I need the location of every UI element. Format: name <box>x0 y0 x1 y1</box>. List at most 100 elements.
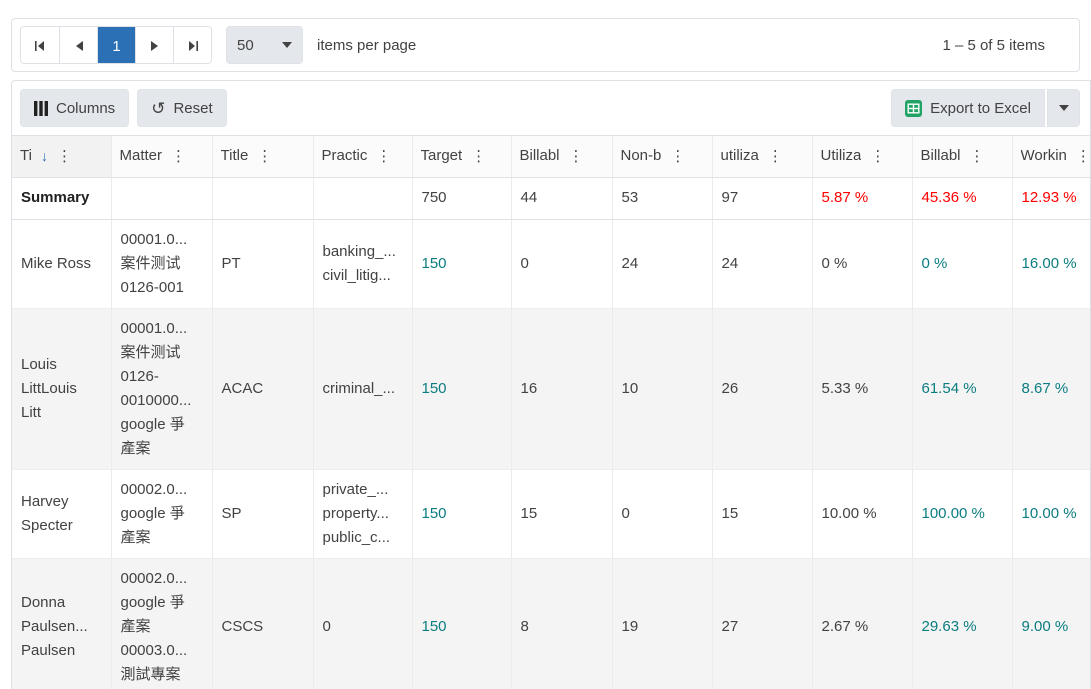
cell-billable: 15 <box>510 469 612 559</box>
cell-utilized: 24 <box>711 219 812 309</box>
cell-billable-pct-link[interactable]: 0 % <box>911 219 1012 309</box>
table-row: Mike Ross 00001.0... 案件测试 0126-001 PT ba… <box>12 219 1090 309</box>
cell-target-link[interactable]: 150 <box>411 219 511 309</box>
page-size-select[interactable]: 50 <box>226 26 303 64</box>
cell-matter: 00002.0... google 爭 產案 00003.0... 測試專案 <box>110 558 212 689</box>
column-label: Workin <box>1020 147 1067 165</box>
column-menu-icon[interactable]: ⋮ <box>376 147 392 165</box>
column-header-matter[interactable]: Matter ⋮ <box>110 136 212 178</box>
summary-utilized: 97 <box>711 177 812 220</box>
column-header-time[interactable]: Ti ↓ ⋮ <box>12 136 111 178</box>
columns-icon <box>34 100 48 116</box>
items-per-page-label: items per page <box>317 36 417 54</box>
cell-target-link[interactable]: 150 <box>411 308 511 470</box>
summary-label: Summary <box>12 177 111 220</box>
prev-page-button[interactable] <box>59 27 97 63</box>
export-to-excel-button[interactable]: Export to Excel <box>891 89 1045 127</box>
column-label: Matter <box>119 147 163 165</box>
summary-row: Summary 750 44 53 97 5.87 % 45.36 % 12.9… <box>12 177 1090 220</box>
pager-nav: 1 <box>20 26 212 64</box>
summary-cell <box>110 177 212 220</box>
column-header-nonbillable[interactable]: Non-b ⋮ <box>611 136 712 178</box>
cell-title: ACAC <box>211 308 313 470</box>
summary-non-billable: 53 <box>611 177 712 220</box>
sort-desc-icon: ↓ <box>40 148 48 165</box>
column-label: Non-b <box>620 147 662 165</box>
column-label: Target <box>420 147 463 165</box>
cell-practice: 0 <box>312 558 412 689</box>
reset-button-label: Reset <box>173 99 213 117</box>
column-menu-icon[interactable]: ⋮ <box>257 147 273 165</box>
page-1-button[interactable]: 1 <box>97 27 135 63</box>
cell-working-pct-link[interactable]: 9.00 % <box>1011 558 1090 689</box>
column-menu-icon[interactable]: ⋮ <box>767 147 783 165</box>
column-menu-icon[interactable]: ⋮ <box>471 147 487 165</box>
last-page-button[interactable] <box>173 27 211 63</box>
cell-billable-pct-link[interactable]: 61.54 % <box>911 308 1012 470</box>
column-header-practice[interactable]: Practic ⋮ <box>312 136 412 178</box>
column-menu-icon[interactable]: ⋮ <box>670 147 686 165</box>
first-page-button[interactable] <box>21 27 59 63</box>
summary-working-pct: 12.93 % <box>1011 177 1090 220</box>
column-header-utilization[interactable]: Utiliza ⋮ <box>811 136 912 178</box>
next-icon <box>150 41 158 51</box>
page-size-value: 50 <box>237 36 254 54</box>
column-label: utiliza <box>720 147 759 165</box>
cell-billable: 16 <box>510 308 612 470</box>
cell-working-pct-link[interactable]: 8.67 % <box>1011 308 1090 470</box>
summary-billable-pct: 45.36 % <box>911 177 1012 220</box>
column-header-billable[interactable]: Billabl ⋮ <box>510 136 612 178</box>
columns-button[interactable]: Columns <box>20 89 130 127</box>
cell-name: Donna Paulsen... Paulsen <box>12 558 111 689</box>
column-menu-icon[interactable]: ⋮ <box>1075 147 1090 165</box>
cell-name: Mike Ross <box>12 219 111 309</box>
next-page-button[interactable] <box>135 27 173 63</box>
reset-button[interactable]: ↺ Reset <box>137 89 227 127</box>
header-row: Ti ↓ ⋮ Matter ⋮ <box>12 136 1090 178</box>
cell-title: PT <box>211 219 313 309</box>
cell-non-billable: 10 <box>611 308 712 470</box>
export-button-label: Export to Excel <box>930 99 1031 117</box>
cell-matter: 00001.0... 案件测试 0126- 0010000... google … <box>110 308 212 470</box>
cell-title: CSCS <box>211 558 313 689</box>
summary-utilization: 5.87 % <box>811 177 912 220</box>
column-menu-icon[interactable]: ⋮ <box>870 147 886 165</box>
cell-matter: 00002.0... google 爭 產案 <box>110 469 212 559</box>
export-dropdown-button[interactable] <box>1047 89 1080 127</box>
seek-first-icon <box>35 41 44 51</box>
column-header-title[interactable]: Title ⋮ <box>211 136 313 178</box>
cell-target-link[interactable]: 150 <box>411 558 511 689</box>
column-menu-icon[interactable]: ⋮ <box>56 147 72 165</box>
cell-billable-pct-link[interactable]: 29.63 % <box>911 558 1012 689</box>
cell-working-pct-link[interactable]: 10.00 % <box>1011 469 1090 559</box>
column-header-billable-pct[interactable]: Billabl ⋮ <box>911 136 1012 178</box>
cell-target-link[interactable]: 150 <box>411 469 511 559</box>
cell-working-pct-link[interactable]: 16.00 % <box>1011 219 1090 309</box>
cell-non-billable: 0 <box>611 469 712 559</box>
column-header-working-pct[interactable]: Workin ⋮ <box>1011 136 1090 178</box>
columns-button-label: Columns <box>56 99 116 117</box>
cell-name: Louis LittLouis Litt <box>12 308 111 470</box>
pager-range-info: 1 – 5 of 5 items <box>942 36 1045 54</box>
cell-title: SP <box>211 469 313 559</box>
column-header-target[interactable]: Target ⋮ <box>411 136 511 178</box>
excel-file-icon <box>905 99 923 117</box>
cell-billable: 8 <box>510 558 612 689</box>
table-row: Harvey Specter 00002.0... google 爭 產案 SP… <box>12 469 1090 559</box>
column-label: Practic <box>321 147 368 165</box>
cell-utilization: 0 % <box>811 219 912 309</box>
seek-last-icon <box>188 41 198 51</box>
column-label: Utiliza <box>820 147 862 165</box>
cell-utilization: 2.67 % <box>811 558 912 689</box>
column-menu-icon[interactable]: ⋮ <box>171 147 187 165</box>
cell-billable-pct-link[interactable]: 100.00 % <box>911 469 1012 559</box>
cell-utilized: 26 <box>711 308 812 470</box>
column-header-utilized[interactable]: utiliza ⋮ <box>711 136 812 178</box>
data-grid: Columns ↺ Reset Export to Excel <box>11 80 1091 689</box>
column-menu-icon[interactable]: ⋮ <box>568 147 584 165</box>
cell-utilized: 15 <box>711 469 812 559</box>
column-menu-icon[interactable]: ⋮ <box>969 147 985 165</box>
cell-utilization: 10.00 % <box>811 469 912 559</box>
cell-non-billable: 24 <box>611 219 712 309</box>
